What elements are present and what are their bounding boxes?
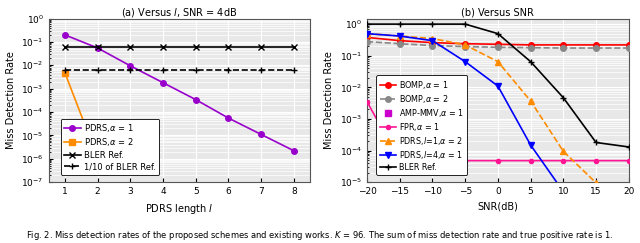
PDRS,$l$=1,$\alpha$ = 2: [396, 35, 404, 37]
BLER Ref.: [494, 32, 502, 35]
Y-axis label: Miss Detection Rate: Miss Detection Rate: [6, 52, 15, 149]
BLER Ref.: [559, 96, 567, 99]
PDRS,$l$=1,$\alpha$ = 2: [527, 100, 534, 103]
BLER Ref.: [159, 46, 167, 49]
FPR,$\alpha$ = 1: [592, 159, 600, 162]
Line: BLER Ref.: BLER Ref.: [364, 21, 632, 150]
BLER Ref.: [429, 23, 436, 26]
BLER Ref.: [363, 23, 371, 26]
Line: BLER Ref.: BLER Ref.: [61, 44, 298, 51]
X-axis label: PDRS length $l$: PDRS length $l$: [145, 202, 214, 216]
BLER Ref.: [625, 146, 632, 148]
PDRS,$l$=4,$\alpha$ = 1: [494, 85, 502, 87]
BOMP,$\alpha$ = 1: [494, 43, 502, 46]
PDRS,$l$=4,$\alpha$ = 1: [527, 144, 534, 147]
Line: PDRS,$l$=1,$\alpha$ = 2: PDRS,$l$=1,$\alpha$ = 2: [364, 31, 632, 220]
1/10 of BLER Ref.: [192, 69, 200, 72]
Legend: BOMP,$\alpha$ = 1, BOMP,$\alpha$ = 2, AMP-MMV,$\alpha$ = 1, FPR,$\alpha$ = 1, PD: BOMP,$\alpha$ = 1, BOMP,$\alpha$ = 2, AM…: [376, 75, 467, 175]
PDRS,$l$=4,$\alpha$ = 1: [363, 32, 371, 35]
Text: Fig. 2. Miss detection rates of the proposed schemes and existing works. $K$ = 9: Fig. 2. Miss detection rates of the prop…: [26, 229, 614, 242]
BOMP,$\alpha$ = 1: [559, 43, 567, 46]
FPR,$\alpha$ = 1: [527, 159, 534, 162]
PDRS,$l$=4,$\alpha$ = 1: [429, 39, 436, 42]
PDRS,$\alpha$ = 1: [192, 98, 200, 101]
PDRS,$l$=1,$\alpha$ = 2: [461, 43, 469, 46]
FPR,$\alpha$ = 1: [429, 159, 436, 162]
PDRS,$l$=1,$\alpha$ = 2: [429, 37, 436, 40]
BOMP,$\alpha$ = 2: [461, 45, 469, 48]
FPR,$\alpha$ = 1: [396, 159, 404, 162]
BLER Ref.: [94, 46, 102, 49]
FPR,$\alpha$ = 1: [559, 159, 567, 162]
BOMP,$\alpha$ = 2: [625, 47, 632, 50]
BLER Ref.: [61, 46, 68, 49]
PDRS,$\alpha$ = 1: [225, 117, 232, 120]
BLER Ref.: [592, 141, 600, 144]
1/10 of BLER Ref.: [159, 69, 167, 72]
BOMP,$\alpha$ = 1: [363, 36, 371, 39]
PDRS,$l$=1,$\alpha$ = 2: [559, 150, 567, 153]
BOMP,$\alpha$ = 2: [592, 47, 600, 50]
X-axis label: SNR(dB): SNR(dB): [477, 202, 518, 212]
1/10 of BLER Ref.: [290, 69, 298, 72]
BOMP,$\alpha$ = 2: [527, 46, 534, 49]
Line: 1/10 of BLER Ref.: 1/10 of BLER Ref.: [61, 67, 298, 74]
Title: (b) Versus SNR: (b) Versus SNR: [461, 8, 534, 18]
PDRS,$\alpha$ = 1: [127, 64, 134, 67]
1/10 of BLER Ref.: [94, 69, 102, 72]
1/10 of BLER Ref.: [127, 69, 134, 72]
1/10 of BLER Ref.: [257, 69, 265, 72]
PDRS,$l$=1,$\alpha$ = 2: [592, 182, 600, 184]
BOMP,$\alpha$ = 2: [396, 42, 404, 45]
PDRS,$l$=1,$\alpha$ = 2: [363, 32, 371, 35]
PDRS,$l$=1,$\alpha$ = 2: [494, 60, 502, 63]
Line: FPR,$\alpha$ = 1: FPR,$\alpha$ = 1: [365, 100, 631, 163]
PDRS,$l$=4,$\alpha$ = 1: [559, 190, 567, 193]
Y-axis label: Miss Detection Rate: Miss Detection Rate: [324, 52, 334, 149]
BOMP,$\alpha$ = 1: [461, 42, 469, 45]
PDRS,$\alpha$ = 1: [159, 81, 167, 84]
FPR,$\alpha$ = 1: [625, 159, 632, 162]
Title: (a) Versus $l$, SNR = 4dB: (a) Versus $l$, SNR = 4dB: [121, 6, 237, 18]
BLER Ref.: [192, 46, 200, 49]
PDRS,$\alpha$ = 1: [257, 133, 265, 136]
BOMP,$\alpha$ = 1: [396, 39, 404, 42]
Line: PDRS,$\alpha$ = 1: PDRS,$\alpha$ = 1: [62, 32, 297, 154]
PDRS,$l$=1,$\alpha$ = 2: [625, 215, 632, 218]
BLER Ref.: [527, 60, 534, 63]
FPR,$\alpha$ = 1: [363, 100, 371, 103]
Line: PDRS,$l$=4,$\alpha$ = 1: PDRS,$l$=4,$\alpha$ = 1: [364, 31, 632, 243]
PDRS,$\alpha$ = 2: [61, 71, 68, 74]
PDRS,$\alpha$ = 2: [94, 156, 102, 159]
BOMP,$\alpha$ = 2: [494, 46, 502, 49]
PDRS,$l$=4,$\alpha$ = 1: [461, 60, 469, 63]
BOMP,$\alpha$ = 1: [429, 41, 436, 44]
BOMP,$\alpha$ = 2: [363, 40, 371, 43]
Line: PDRS,$\alpha$ = 2: PDRS,$\alpha$ = 2: [62, 70, 100, 161]
FPR,$\alpha$ = 1: [494, 159, 502, 162]
BLER Ref.: [461, 23, 469, 26]
PDRS,$\alpha$ = 1: [94, 47, 102, 50]
BLER Ref.: [396, 23, 404, 26]
BOMP,$\alpha$ = 2: [559, 47, 567, 50]
Line: BOMP,$\alpha$ = 2: BOMP,$\alpha$ = 2: [364, 39, 632, 51]
BOMP,$\alpha$ = 2: [429, 44, 436, 47]
BLER Ref.: [290, 46, 298, 49]
BLER Ref.: [127, 46, 134, 49]
BOMP,$\alpha$ = 1: [527, 43, 534, 46]
PDRS,$\alpha$ = 1: [61, 34, 68, 36]
BLER Ref.: [257, 46, 265, 49]
1/10 of BLER Ref.: [225, 69, 232, 72]
PDRS,$\alpha$ = 1: [290, 149, 298, 152]
1/10 of BLER Ref.: [61, 69, 68, 72]
Line: BOMP,$\alpha$ = 1: BOMP,$\alpha$ = 1: [364, 35, 632, 48]
BOMP,$\alpha$ = 1: [592, 43, 600, 46]
BOMP,$\alpha$ = 1: [625, 43, 632, 46]
PDRS,$l$=4,$\alpha$ = 1: [592, 225, 600, 228]
BLER Ref.: [225, 46, 232, 49]
PDRS,$l$=4,$\alpha$ = 1: [396, 35, 404, 37]
FPR,$\alpha$ = 1: [461, 159, 469, 162]
Legend: PDRS,$\alpha$ = 1, PDRS,$\alpha$ = 2, BLER Ref., 1/10 of BLER Ref.: PDRS,$\alpha$ = 1, PDRS,$\alpha$ = 2, BL…: [61, 119, 159, 175]
